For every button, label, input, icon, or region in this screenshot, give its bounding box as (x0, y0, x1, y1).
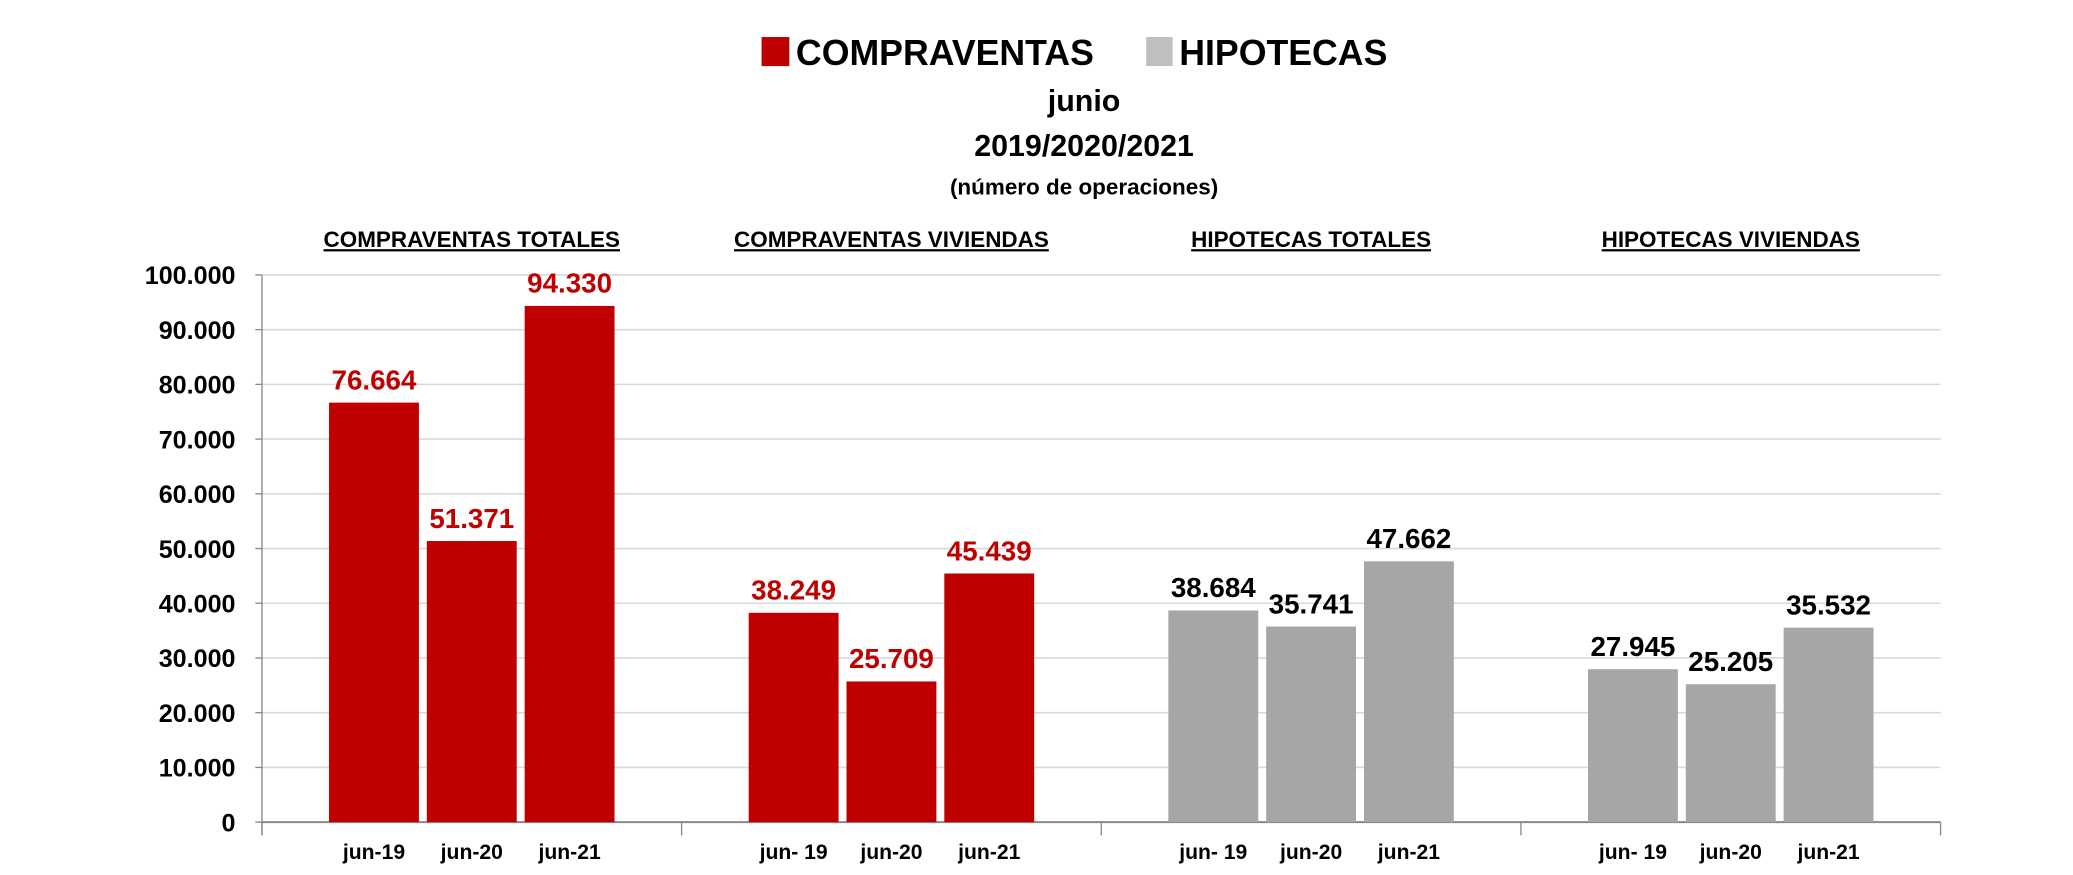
x-tick-label: jun-21 (1377, 841, 1440, 864)
chart-note: (número de operaciones) (950, 174, 1218, 199)
y-tick-label: 60.000 (159, 481, 236, 509)
y-tick-label: 70.000 (159, 426, 236, 454)
data-label: 35.532 (1786, 589, 1871, 620)
data-label: 94.330 (527, 268, 612, 299)
x-tick-label: jun-20 (859, 841, 922, 864)
x-tick-label: jun- 19 (759, 841, 828, 864)
legend-label-compraventas: COMPRAVENTAS (796, 33, 1094, 73)
group-title: HIPOTECAS VIVIENDAS (1602, 227, 1860, 252)
bar (1363, 561, 1454, 823)
y-tick-label: 50.000 (159, 536, 236, 564)
data-label: 38.684 (1171, 572, 1256, 603)
data-label: 27.945 (1590, 631, 1675, 662)
group-title: HIPOTECAS TOTALES (1191, 227, 1431, 252)
y-tick-label: 30.000 (159, 645, 236, 673)
bar (1266, 626, 1357, 823)
y-tick-label: 20.000 (159, 700, 236, 728)
bar (1588, 669, 1678, 823)
y-tick-label: 0 (222, 809, 236, 837)
data-label: 38.249 (751, 575, 836, 606)
chart-subtitle: 2019/2020/2021 (974, 129, 1194, 163)
legend-label-hipotecas: HIPOTECAS (1179, 33, 1387, 73)
data-label: 47.662 (1366, 523, 1451, 554)
bar (329, 402, 419, 823)
bar (1685, 684, 1776, 823)
data-label: 25.709 (849, 643, 934, 674)
y-tick-label: 80.000 (159, 372, 236, 400)
x-tick-label: jun-20 (1279, 841, 1342, 864)
x-tick-label: jun-21 (1796, 841, 1859, 864)
bar (944, 573, 1035, 823)
x-tick-label: jun-21 (537, 841, 600, 864)
bar (846, 681, 937, 823)
group-title: COMPRAVENTAS VIVIENDAS (734, 227, 1049, 252)
x-tick-label: jun- 19 (1598, 841, 1667, 864)
x-tick-label: jun-20 (1699, 841, 1762, 864)
y-tick-label: 100.000 (145, 262, 236, 290)
data-label: 76.664 (332, 364, 417, 395)
legend-swatch-hipotecas (1146, 37, 1173, 67)
x-tick-label: jun-21 (957, 841, 1020, 864)
x-tick-label: jun-19 (342, 841, 405, 864)
data-label: 45.439 (947, 535, 1032, 566)
y-tick-label: 10.000 (159, 755, 236, 783)
y-tick-label: 90.000 (159, 317, 236, 345)
x-tick-label: jun- 19 (1178, 841, 1247, 864)
bar (748, 612, 839, 823)
data-label: 25.205 (1688, 646, 1773, 677)
legend-swatch-compraventas (761, 37, 790, 67)
data-label: 51.371 (429, 503, 514, 534)
chart-title: junio (1047, 84, 1121, 118)
bar (426, 541, 517, 823)
bar (524, 305, 615, 823)
legend: COMPRAVENTAS HIPOTECAS (761, 33, 1387, 73)
bar (1783, 627, 1874, 823)
x-tick-label: jun-20 (440, 841, 503, 864)
group-title: COMPRAVENTAS TOTALES (324, 227, 620, 252)
bar (1168, 610, 1259, 823)
data-label: 35.741 (1269, 588, 1354, 619)
y-tick-label: 40.000 (159, 591, 236, 619)
